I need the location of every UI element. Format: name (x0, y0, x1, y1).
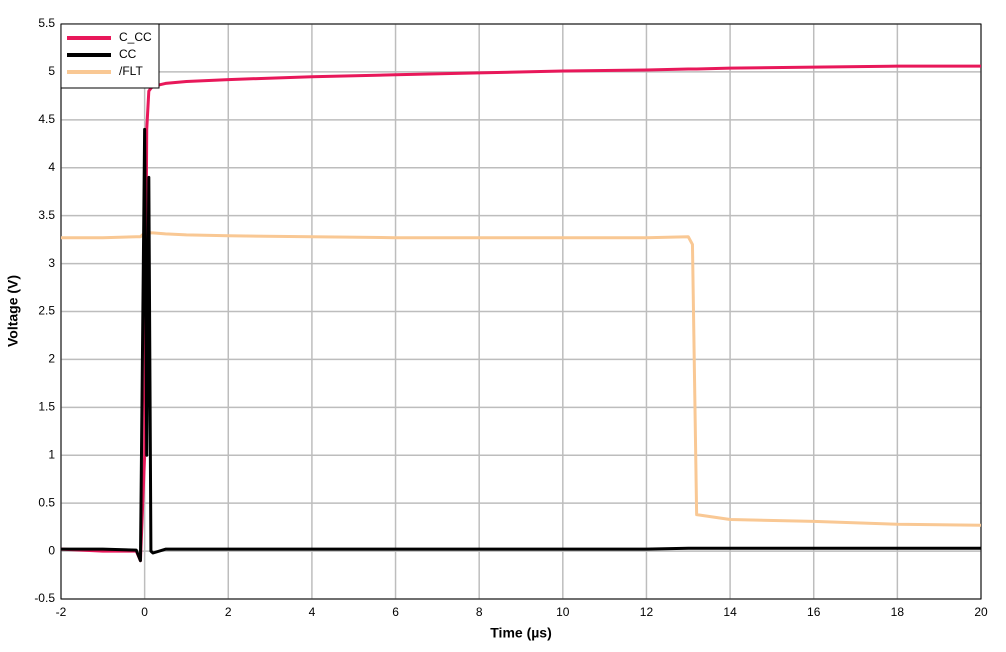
series-line (60, 64, 981, 563)
x-axis-title: Time (µs) (490, 625, 552, 641)
x-tick-label: 20 (974, 605, 988, 619)
x-tick-label: -2 (56, 605, 67, 619)
series-line (61, 230, 982, 527)
y-tick-label: -0.5 (34, 591, 55, 605)
legend-label: /FLT (119, 64, 143, 78)
plot-border (60, 23, 982, 600)
x-tick-label: 16 (807, 605, 821, 619)
x-tick-label: 12 (640, 605, 654, 619)
y-tick-label: 2 (48, 352, 55, 366)
series-line (61, 127, 981, 563)
x-tick-label: 4 (309, 605, 316, 619)
x-tick-label: 8 (476, 605, 483, 619)
y-tick-label: 5 (48, 64, 55, 78)
y-tick-label: 2.5 (38, 304, 55, 318)
y-tick-label: 4.5 (38, 112, 55, 126)
y-tick-label: 4 (48, 160, 55, 174)
y-tick-label: 1 (48, 447, 55, 461)
y-axis-title: Voltage (V) (5, 275, 21, 347)
x-tick-label: 18 (891, 605, 905, 619)
y-tick-label: 0.5 (38, 495, 55, 509)
y-tick-label: 3.5 (38, 208, 55, 222)
y-tick-label: 0 (48, 543, 55, 557)
y-tick-label: 1.5 (38, 400, 55, 414)
x-tick-label: 0 (141, 605, 148, 619)
x-tick-label: 14 (723, 605, 737, 619)
legend-label: C_CC (119, 30, 152, 44)
x-tick-label: 6 (392, 605, 399, 619)
y-tick-label: 3 (48, 256, 55, 270)
y-tick-label: 5.5 (38, 16, 55, 30)
x-tick-label: 2 (225, 605, 232, 619)
x-tick-label: 10 (556, 605, 570, 619)
legend-label: CC (119, 47, 137, 61)
